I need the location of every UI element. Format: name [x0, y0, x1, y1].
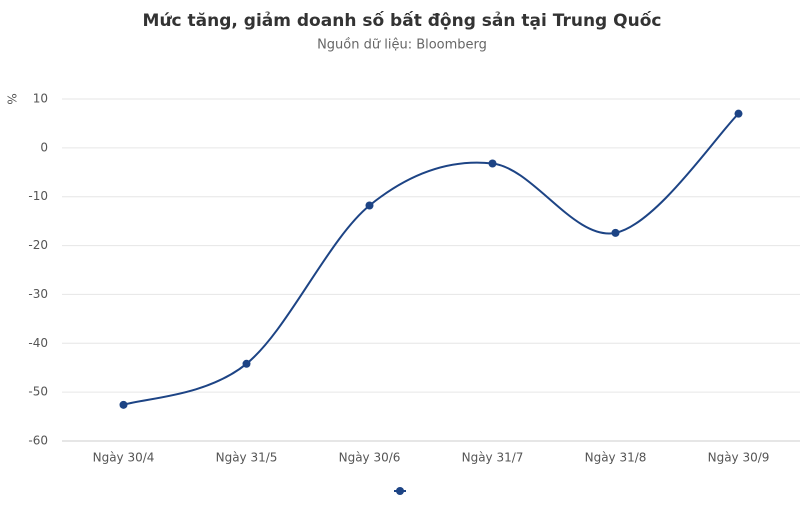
y-tick-label: 10	[33, 92, 48, 106]
y-tick-label: -10	[28, 189, 48, 203]
x-tick-label: Ngày 30/9	[708, 451, 770, 465]
point	[611, 228, 620, 237]
y-tick-label: -60	[28, 434, 48, 448]
y-axis-label: %	[5, 93, 19, 104]
legend-symbol	[396, 487, 404, 495]
y-tick-label: 0	[40, 140, 48, 154]
x-tick-label: Ngày 30/6	[339, 451, 401, 465]
point	[119, 400, 128, 409]
point	[734, 109, 743, 118]
x-tick-label: Ngày 30/4	[93, 451, 155, 465]
point	[242, 359, 251, 368]
y-tick-label: -20	[28, 238, 48, 252]
y-tick-label: -50	[28, 385, 48, 399]
chart-subtitle: Nguồn dữ liệu: Bloomberg	[317, 38, 487, 53]
point	[365, 201, 374, 210]
y-tick-label: -30	[28, 287, 48, 301]
chart-title: Mức tăng, giảm doanh số bất động sản tại…	[143, 10, 662, 31]
y-tick-label: -40	[28, 336, 48, 350]
x-tick-label: Ngày 31/8	[585, 451, 647, 465]
x-tick-label: Ngày 31/7	[462, 451, 524, 465]
line	[123, 112, 740, 406]
x-tick-label: Ngày 31/5	[216, 451, 278, 465]
point	[488, 159, 497, 168]
